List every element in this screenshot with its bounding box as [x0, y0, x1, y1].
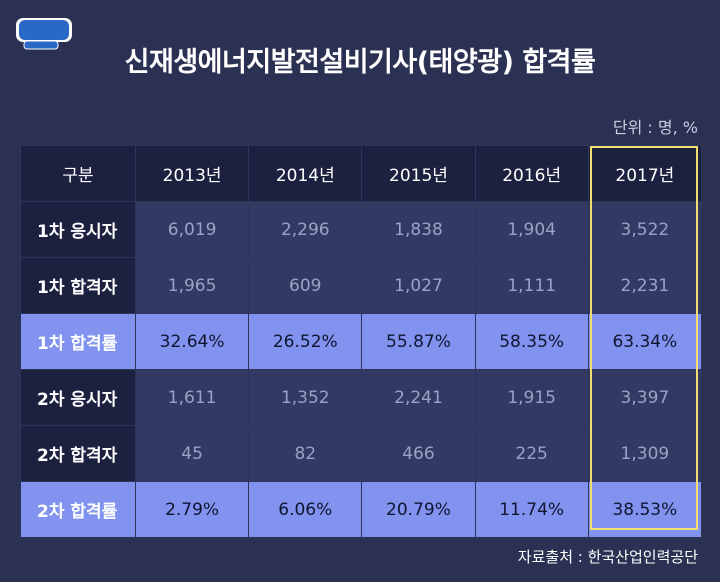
- table-cell: 6,019: [134, 201, 250, 258]
- header-cell: 2017년: [587, 145, 703, 202]
- pass-rate-table: 구분 2013년 2014년 2015년 2016년 2017년 1차 응시자 6…: [20, 145, 703, 538]
- table-cell: 63.34%: [587, 313, 703, 370]
- table-cell: 2.79%: [134, 481, 250, 538]
- table-cell: 3,397: [587, 369, 703, 426]
- table-row: 1차 합격자 1,965 609 1,027 1,111 2,231: [20, 257, 703, 314]
- row-label: 1차 합격자: [20, 257, 136, 314]
- table-cell: 466: [361, 425, 476, 482]
- unit-note: 단위 : 명, %: [612, 118, 698, 137]
- table-cell: 32.64%: [134, 313, 250, 370]
- table-cell: 38.53%: [587, 481, 703, 538]
- header-cell: 2013년: [134, 145, 250, 202]
- table-cell: 45: [134, 425, 250, 482]
- table-cell: 2,296: [248, 201, 363, 258]
- table-cell: 1,027: [361, 257, 476, 314]
- table-cell: 609: [248, 257, 363, 314]
- table-row: 1차 합격률 32.64% 26.52% 55.87% 58.35% 63.34%: [20, 313, 703, 370]
- row-label: 1차 합격률: [20, 313, 136, 370]
- table-cell: 58.35%: [474, 313, 589, 370]
- table-row: 2차 응시자 1,611 1,352 2,241 1,915 3,397: [20, 369, 703, 426]
- page-title: 신재생에너지발전설비기사(태양광) 합격률: [124, 47, 596, 78]
- table-cell: 6.06%: [248, 481, 363, 538]
- table-cell: 20.79%: [361, 481, 476, 538]
- table-cell: 1,965: [134, 257, 250, 314]
- header-cell: 구분: [20, 145, 136, 202]
- table-cell: 3,522: [587, 201, 703, 258]
- row-label: 2차 합격자: [20, 425, 136, 482]
- source-note: 자료출처 : 한국산업인력공단: [517, 548, 698, 566]
- top-edu-logo: [16, 18, 72, 50]
- table-cell: 55.87%: [361, 313, 476, 370]
- table-cell: 11.74%: [474, 481, 589, 538]
- table-cell: 1,111: [474, 257, 589, 314]
- table-cell: 26.52%: [248, 313, 363, 370]
- table-cell: 225: [474, 425, 589, 482]
- header-cell: 2015년: [361, 145, 476, 202]
- row-label: 2차 응시자: [20, 369, 136, 426]
- table-header-row: 구분 2013년 2014년 2015년 2016년 2017년: [20, 145, 703, 202]
- table-cell: 1,611: [134, 369, 250, 426]
- table-cell: 1,352: [248, 369, 363, 426]
- table-cell: 1,915: [474, 369, 589, 426]
- header-cell: 2016년: [474, 145, 589, 202]
- row-label: 1차 응시자: [20, 201, 136, 258]
- table-cell: 82: [248, 425, 363, 482]
- table-cell: 1,904: [474, 201, 589, 258]
- table-row: 1차 응시자 6,019 2,296 1,838 1,904 3,522: [20, 201, 703, 258]
- table-cell: 2,241: [361, 369, 476, 426]
- table-cell: 2,231: [587, 257, 703, 314]
- table-row: 2차 합격률 2.79% 6.06% 20.79% 11.74% 38.53%: [20, 481, 703, 538]
- row-label: 2차 합격률: [20, 481, 136, 538]
- header-cell: 2014년: [248, 145, 363, 202]
- table-cell: 1,838: [361, 201, 476, 258]
- table-row: 2차 합격자 45 82 466 225 1,309: [20, 425, 703, 482]
- table-cell: 1,309: [587, 425, 703, 482]
